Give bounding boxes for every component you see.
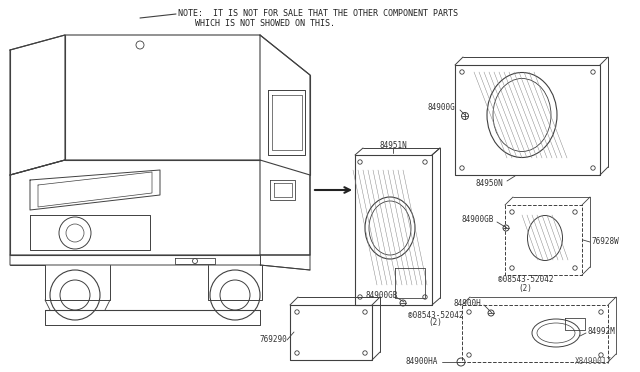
Text: 84900GB: 84900GB xyxy=(462,215,494,224)
Text: ®08543-52042: ®08543-52042 xyxy=(498,276,554,285)
Text: 76928W: 76928W xyxy=(592,237,620,247)
Text: 84992M: 84992M xyxy=(588,327,616,337)
Text: NOTE:  IT IS NOT FOR SALE THAT THE OTHER COMPONENT PARTS: NOTE: IT IS NOT FOR SALE THAT THE OTHER … xyxy=(178,10,458,19)
Text: 84900H: 84900H xyxy=(454,298,482,308)
Text: 84900HA: 84900HA xyxy=(406,357,438,366)
Text: 84951N: 84951N xyxy=(380,141,408,150)
Text: 84950N: 84950N xyxy=(476,179,504,187)
Text: (2): (2) xyxy=(518,283,532,292)
Text: (2): (2) xyxy=(428,318,442,327)
Text: 84900GB: 84900GB xyxy=(365,291,397,299)
Text: WHICH IS NOT SHOWED ON THIS.: WHICH IS NOT SHOWED ON THIS. xyxy=(195,19,335,28)
Text: 769290: 769290 xyxy=(259,336,287,344)
Text: ®08543-52042: ®08543-52042 xyxy=(408,311,463,320)
Text: 84900G: 84900G xyxy=(428,103,456,112)
Text: X8490017: X8490017 xyxy=(575,357,612,366)
